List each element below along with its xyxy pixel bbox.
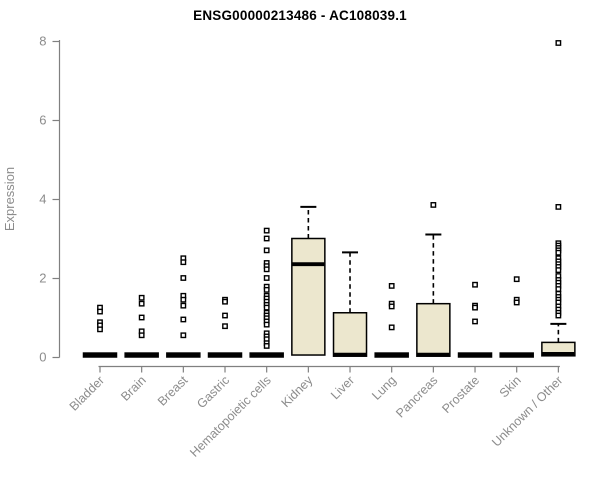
outlier-point-brain: [138, 300, 145, 307]
y-axis-label: Expression: [2, 167, 17, 231]
y-tick-label: 6: [39, 113, 46, 128]
outlier-point-gastric: [222, 323, 228, 330]
outlier-point-bladder: [97, 326, 103, 333]
outlier-point-lung: [388, 283, 395, 289]
y-tick-label: 2: [39, 271, 46, 286]
outlier-point-hematopoietic-cells: [263, 266, 270, 273]
outlier-point-hematopoietic-cells: [263, 275, 270, 281]
outlier-point-hematopoietic-cells: [263, 227, 270, 234]
outlier-point-skin: [513, 299, 520, 306]
outlier-point-pancreas: [430, 202, 437, 208]
outlier-point-bladder: [97, 308, 103, 315]
x-tick-label-hematopoietic-cells: Hematopoietic cells: [187, 373, 274, 460]
outlier-point-hematopoietic-cells: [263, 247, 270, 254]
outlier-point-lung: [388, 324, 395, 331]
outlier-point-breast: [180, 296, 187, 303]
outlier-point-unknown-other: [555, 286, 562, 292]
y-tick-label: 4: [39, 192, 46, 207]
x-tick-label-kidney: Kidney: [279, 373, 316, 410]
outlier-point-skin: [513, 276, 520, 283]
outlier-point-hematopoietic-cells: [263, 343, 270, 349]
outlier-point-unknown-other: [555, 203, 562, 210]
box-pancreas: [416, 302, 451, 357]
outlier-point-lung: [388, 303, 395, 310]
chart-title: ENSG00000213486 - AC108039.1: [193, 8, 407, 23]
x-tick-label-prostate: Prostate: [439, 373, 482, 416]
x-tick-label-brain: Brain: [118, 373, 149, 404]
outlier-point-gastric: [222, 298, 228, 305]
outlier-point-breast: [180, 332, 187, 339]
box-kidney: [291, 237, 326, 356]
outlier-point-hematopoietic-cells: [263, 235, 270, 242]
x-tick-label-skin: Skin: [497, 373, 524, 400]
outlier-point-hematopoietic-cells: [263, 286, 270, 293]
outlier-point-breast: [180, 316, 187, 323]
outlier-point-gastric: [222, 312, 228, 319]
outlier-point-brain: [138, 314, 145, 321]
box-liver: [332, 312, 368, 357]
outlier-point-unknown-other: [555, 249, 562, 256]
outlier-point-brain: [138, 332, 145, 339]
x-tick-label-gastric: Gastric: [194, 373, 232, 411]
outlier-point-prostate: [472, 304, 478, 311]
y-tick-label: 0: [39, 350, 46, 365]
x-tick-label-pancreas: Pancreas: [393, 373, 440, 420]
x-tick-label-unknown-other: Unknown / Other: [489, 373, 565, 449]
outlier-point-prostate: [472, 318, 478, 325]
outlier-point-breast: [180, 275, 187, 281]
outlier-point-breast: [180, 259, 187, 266]
outlier-point-unknown-other: [555, 267, 562, 273]
outlier-point-unknown-other: [555, 312, 562, 319]
x-tick-label-liver: Liver: [328, 373, 357, 402]
x-tick-label-lung: Lung: [369, 373, 399, 403]
outlier-point-hematopoietic-cells: [263, 321, 270, 328]
y-tick-label: 8: [39, 34, 46, 49]
outlier-point-prostate: [472, 281, 478, 288]
outlier-point-breast: [180, 302, 187, 309]
x-tick-label-bladder: Bladder: [67, 373, 107, 413]
x-tick-label-breast: Breast: [155, 373, 191, 409]
outlier-point-brain: [138, 294, 145, 301]
outlier-point-hematopoietic-cells: [263, 304, 270, 311]
outlier-point-unknown-other: [555, 40, 562, 46]
